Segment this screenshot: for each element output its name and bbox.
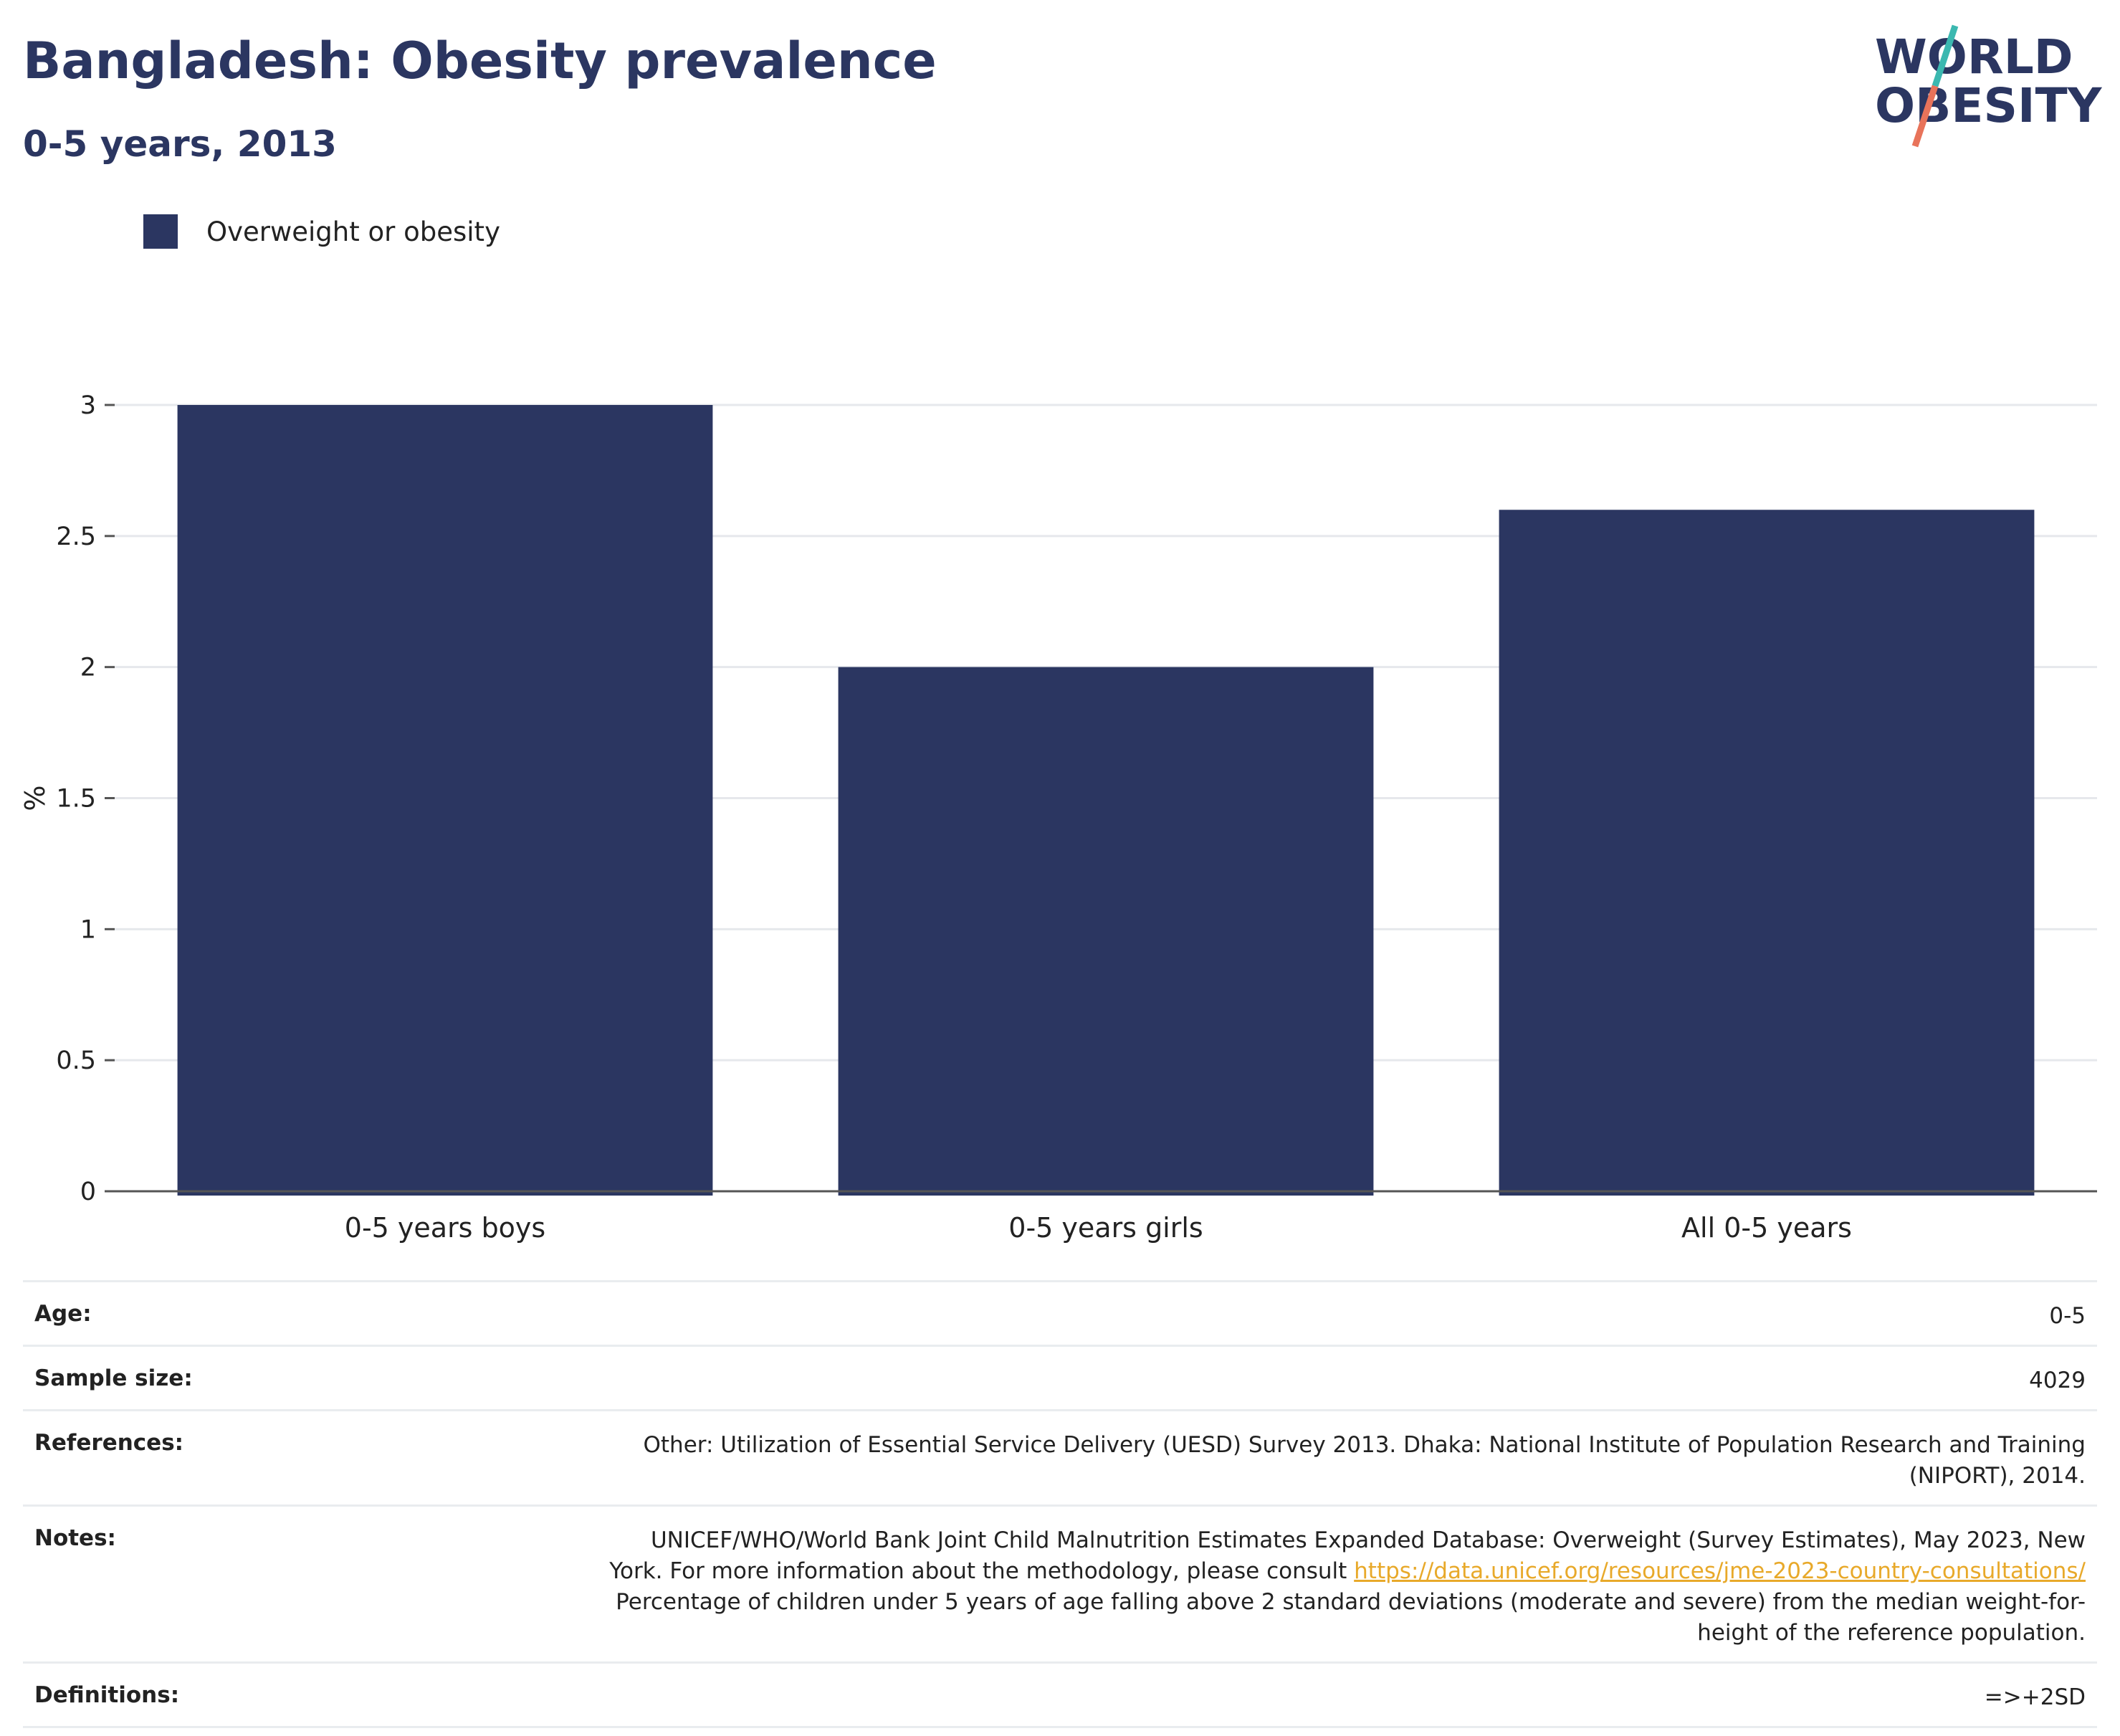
references-value: Other: Utilization of Essential Service … <box>393 1430 2086 1492</box>
notes-label: Notes: <box>34 1525 116 1551</box>
category-labels: 0-5 years boys 0-5 years girls All 0-5 yea… <box>345 1212 1852 1244</box>
page-title: Bangladesh: Obesity prevalence <box>23 32 937 90</box>
info-row-sample-size: Sample size: 4029 <box>23 1345 2097 1409</box>
notes-line-2: York. For more information about the met… <box>609 1558 1355 1584</box>
info-row-references: References: Other: Utilization of Essent… <box>23 1409 2097 1504</box>
y-tick-labels: 0 0.5 1 1.5 2 2.5 3 <box>56 391 115 1206</box>
y-axis-title: % <box>19 785 51 811</box>
legend-swatch <box>143 214 178 249</box>
logo-slash-bottom <box>1911 85 1939 148</box>
info-table: Age: 0-5 Sample size: 4029 References: O… <box>23 1280 2097 1728</box>
methodology-link[interactable]: https://data.unicef.org/resources/jme-20… <box>1354 1558 2086 1584</box>
logo-text-obesity: OBESITY <box>1875 78 2103 133</box>
chart-legend: Overweight or obesity <box>143 214 500 249</box>
notes-line-4: height of the reference population. <box>1697 1620 2086 1646</box>
y-tick-label: 1.5 <box>56 785 96 814</box>
notes-line-1: UNICEF/WHO/World Bank Joint Child Malnut… <box>650 1527 2086 1553</box>
sample-size-label: Sample size: <box>34 1365 193 1391</box>
age-value: 0-5 <box>2049 1303 2086 1329</box>
info-row-definitions: Definitions: =>+2SD <box>23 1661 2097 1728</box>
age-label: Age: <box>34 1301 92 1327</box>
bar-chart: 0 0.5 1 1.5 2 2.5 3 0-5 years boys 0-5 years gi… <box>19 391 2097 1244</box>
info-row-notes: Notes: UNICEF/WHO/World Bank Joint Child… <box>23 1504 2097 1661</box>
y-tick-label: 0.5 <box>56 1046 96 1075</box>
y-tick-label: 3 <box>80 391 96 420</box>
definitions-value: =>+2SD <box>1984 1684 2086 1710</box>
references-label: References: <box>34 1430 184 1456</box>
page-subtitle: 0-5 years, 2013 <box>23 123 337 165</box>
bar-1 <box>177 405 713 1196</box>
category-label: 0-5 years boys <box>345 1212 545 1244</box>
logo-slash-top <box>1932 24 1959 87</box>
y-tick-label: 2 <box>80 654 96 682</box>
category-label: 0-5 years girls <box>1008 1212 1203 1244</box>
definitions-label: Definitions: <box>34 1682 180 1708</box>
info-row-age: Age: 0-5 <box>23 1280 2097 1345</box>
notes-value: UNICEF/WHO/World Bank Joint Child Malnut… <box>393 1525 2086 1649</box>
y-tick-label: 0 <box>80 1178 96 1206</box>
category-label: All 0-5 years <box>1681 1212 1852 1244</box>
bars <box>177 405 2035 1196</box>
world-obesity-logo: WORLD OBESITY <box>1875 24 2103 148</box>
logo-text-world: WORLD <box>1875 29 2073 85</box>
notes-line-3: Percentage of children under 5 years of … <box>616 1589 2086 1615</box>
references-line-2: (NIPORT), 2014. <box>1909 1463 2086 1489</box>
y-tick-label: 2.5 <box>56 523 96 551</box>
legend-label: Overweight or obesity <box>206 216 500 247</box>
bar-3 <box>1499 510 2035 1196</box>
y-tick-label: 1 <box>80 915 96 944</box>
bar-2 <box>838 667 1374 1196</box>
references-line-1: Other: Utilization of Essential Service … <box>643 1432 2086 1458</box>
sample-size-value: 4029 <box>2029 1368 2086 1393</box>
